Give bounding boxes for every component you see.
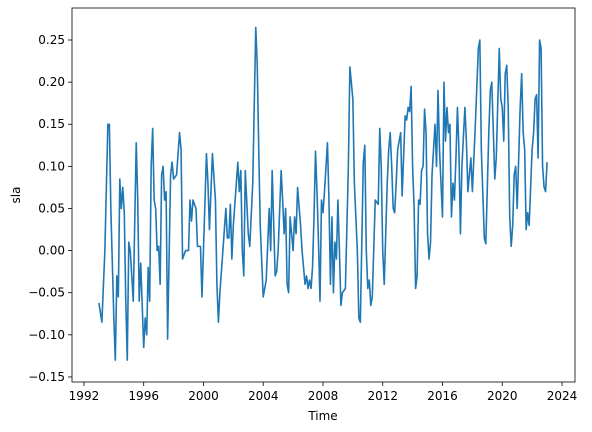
y-tick-label: 0.05 <box>38 201 65 215</box>
x-tick-label: 1996 <box>128 389 159 403</box>
y-tick-label: −0.10 <box>28 328 65 342</box>
y-tick-label: −0.05 <box>28 286 65 300</box>
x-tick-label: 2016 <box>427 389 458 403</box>
x-tick-label: 2012 <box>367 389 398 403</box>
y-tick-label: 0.10 <box>38 159 65 173</box>
x-tick-label: 2008 <box>308 389 339 403</box>
y-tick-label: 0.20 <box>38 75 65 89</box>
x-axis-label: Time <box>307 409 337 423</box>
y-tick-label: −0.15 <box>28 370 65 384</box>
x-tick-label: 2004 <box>248 389 279 403</box>
y-tick-label: 0.15 <box>38 117 65 131</box>
y-axis-label: sla <box>9 187 23 204</box>
plot-frame <box>71 7 576 383</box>
x-tick-label: 2000 <box>188 389 219 403</box>
y-tick-label: 0.25 <box>38 33 65 47</box>
y-tick-label: 0.00 <box>38 244 65 258</box>
x-tick-label: 1992 <box>69 389 100 403</box>
data-line <box>98 26 548 361</box>
x-tick-label: 2020 <box>487 389 518 403</box>
x-tick-label: 2024 <box>547 389 578 403</box>
